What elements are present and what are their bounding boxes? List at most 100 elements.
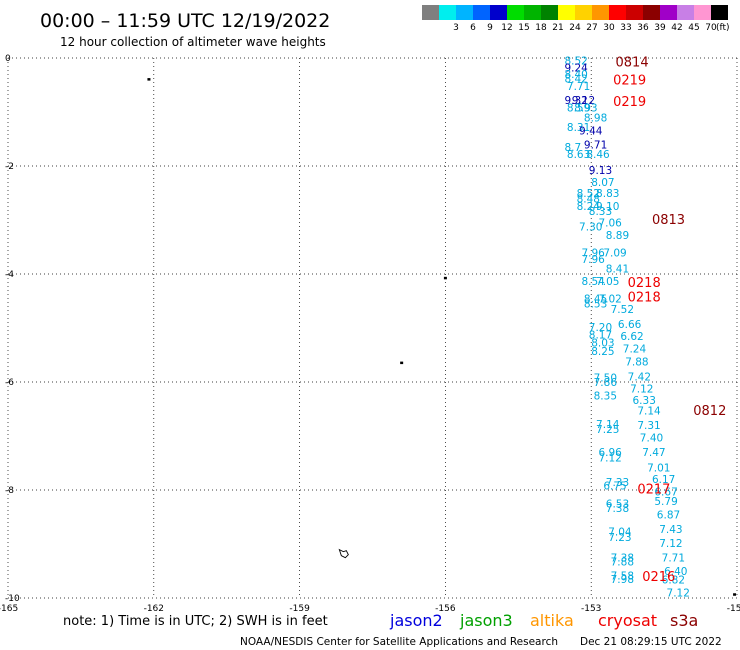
pass-time-label: 0813: [652, 213, 685, 228]
wave-height-value: 7.33: [606, 477, 629, 489]
colorbar-tick-label: 45: [688, 23, 699, 33]
colorbar-tick-label: 12: [501, 23, 512, 33]
wave-height-value: 8.40: [564, 69, 587, 81]
y-tick-label: -8: [5, 486, 14, 496]
y-tick-label: -6: [5, 378, 14, 388]
pass-time-label: 0812: [693, 404, 726, 419]
wave-height-value: 7.23: [608, 532, 631, 544]
wave-height-value: 9.71: [584, 139, 607, 151]
wave-height-value: 7.98: [611, 574, 634, 586]
wave-height-value: 7.40: [640, 433, 663, 445]
wave-height-value: 7.12: [598, 453, 621, 465]
pass-time-label: 0217: [637, 482, 670, 497]
wave-height-value: 7.02: [598, 293, 621, 305]
footer-note: note: 1) Time is in UTC; 2) SWH is in fe…: [63, 614, 328, 629]
legend-s3a: s3a: [670, 611, 698, 630]
legend-altika: altika: [530, 611, 574, 630]
pass-time-label: 0218: [628, 276, 661, 291]
wave-height-value: 6.67: [654, 487, 677, 499]
wave-height-value: 8.52: [577, 188, 600, 200]
wave-height-value: 8.53: [584, 299, 607, 311]
pass-time-label: 0218: [628, 291, 661, 306]
colorbar-tick-label: 27: [586, 23, 597, 33]
colorbar-swatch: [592, 5, 609, 20]
wave-height-value: 8.42: [564, 74, 587, 86]
colorbar-unit: (ft): [716, 23, 730, 33]
wave-height-value: 6.40: [664, 566, 687, 578]
wave-height-value: 7.24: [623, 344, 647, 356]
wave-height-value: 7.86: [594, 377, 618, 389]
wave-height-value: 7.96: [581, 247, 605, 259]
colorbar-swatch: [558, 5, 575, 20]
land-dot: [400, 361, 404, 365]
wave-height-value: 7.58: [611, 570, 634, 582]
island-mark: [338, 548, 349, 559]
x-tick-label: -162: [144, 604, 164, 614]
colorbar-swatch: [575, 5, 592, 20]
wave-height-value: 7.30: [579, 221, 602, 233]
wave-height-value: 6.66: [618, 319, 642, 331]
colorbar-tick-label: 15: [518, 23, 529, 33]
x-tick-label: -156: [435, 604, 456, 614]
x-tick-label: -159: [289, 604, 310, 614]
wave-height-value: 7.12: [630, 383, 653, 395]
wave-height-value: 8.07: [591, 177, 614, 189]
colorbar-swatch: [490, 5, 507, 20]
wave-height-value: 8.59: [567, 103, 590, 115]
wave-height-value: 8.89: [606, 230, 629, 242]
wave-height-value: 7.04: [608, 527, 632, 539]
colorbar-tick-label: 3: [453, 23, 459, 33]
wave-height-value: 7.01: [647, 462, 670, 474]
wave-height-value: 5.79: [654, 496, 677, 508]
footer-credit: NOAA/NESDIS Center for Satellite Applica…: [240, 636, 558, 648]
legend-jason3: jason3: [459, 611, 513, 630]
wave-height-value: 7.09: [603, 247, 626, 259]
wave-height-value: 6.62: [620, 331, 643, 343]
wave-height-value: 8.24: [577, 201, 601, 213]
y-tick-label: -2: [5, 162, 14, 172]
pass-time-label: 0814: [616, 56, 649, 71]
grid-lines: [7, 57, 738, 599]
colorbar-swatch: [473, 5, 490, 20]
colorbar-tick-label: 42: [671, 23, 682, 33]
chart-title: 00:00 – 11:59 UTC 12/19/2022: [40, 10, 330, 32]
wave-height-value: 8.63: [567, 149, 590, 161]
wave-height-value: 6.33: [633, 395, 656, 407]
wave-height-value: 8.45: [584, 293, 607, 305]
land-marks: [147, 78, 737, 596]
wave-height-value: 6.82: [662, 575, 685, 587]
wave-height-value: 7.06: [598, 218, 622, 230]
satellite-legend: jason2 jason3 altika cryosat s3a: [389, 611, 698, 630]
colorbar-tick-label: 36: [637, 23, 649, 33]
wave-height-value: 7.96: [581, 254, 605, 266]
wave-height-value: 8.54: [581, 276, 605, 288]
wave-height-value: 7.88: [625, 356, 648, 368]
colorbar-tick-label: 21: [552, 23, 563, 33]
wave-height-value: 6.96: [598, 447, 622, 459]
wave-height-value: 7.43: [659, 524, 682, 536]
y-tick-label: -4: [5, 270, 14, 280]
wave-height-value: 9.10: [596, 201, 619, 213]
wave-height-value: 7.71: [662, 553, 685, 565]
legend-jason2: jason2: [389, 611, 443, 630]
wave-height-value: 7.31: [637, 420, 660, 432]
wave-height-value: 8.48: [577, 193, 600, 205]
wave-height-value: 7.88: [611, 556, 634, 568]
wave-height-value: 8.93: [574, 103, 597, 115]
wave-height-value: 9.24: [564, 63, 588, 75]
axis-tick-labels: -165 -162 -159 -156 -153 -150 0 -2 -4 -6 -8 -10: [0, 54, 740, 614]
x-tick-label: -153: [581, 604, 601, 614]
colorbar-swatch: [439, 5, 456, 20]
colorbar-swatch: [609, 5, 626, 20]
footer-timestamp: Dec 21 08:29:15 UTC 2022: [580, 636, 722, 648]
pass-time-label: 0216: [642, 570, 675, 585]
colorbar-swatch: [677, 5, 694, 20]
wave-height-value: 7.25: [596, 424, 619, 436]
wave-height-value: 7.12: [667, 588, 690, 600]
x-tick-label: -165: [0, 604, 18, 614]
wave-height-value: 7.05: [596, 276, 619, 288]
x-tick-label: -150: [727, 604, 740, 614]
wave-height-value: 7.12: [659, 538, 682, 550]
wave-height-value: 8.52: [564, 56, 587, 68]
wave-height-labels: 8.529.248.408.427.719.329.128.598.938.98…: [564, 56, 689, 600]
